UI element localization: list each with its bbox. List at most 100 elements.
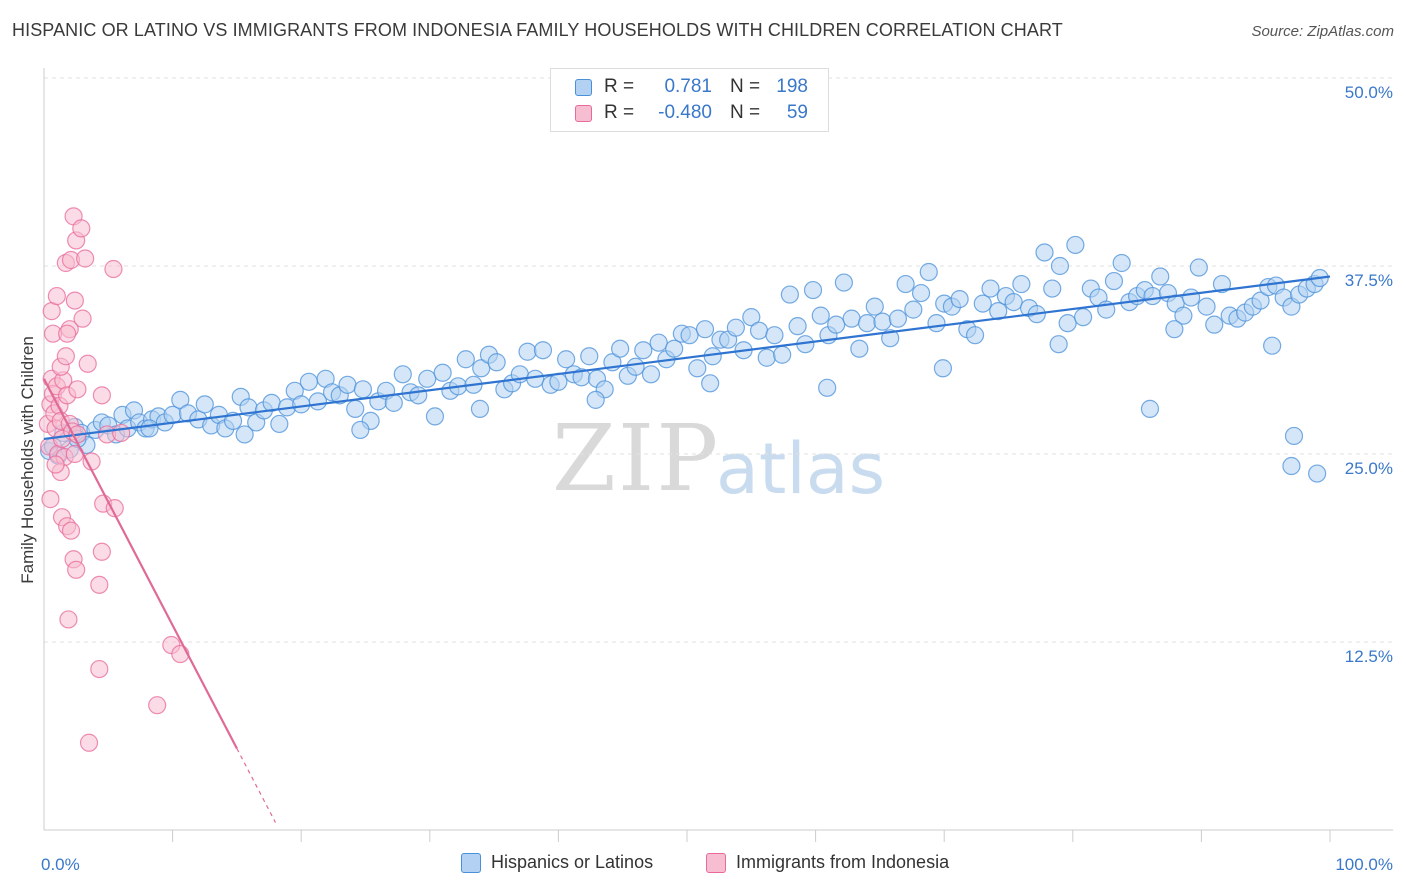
indonesia-point [61, 521, 81, 540]
hispanic-point [1189, 258, 1208, 277]
hispanic-point [857, 314, 877, 333]
hispanic-point [1066, 235, 1085, 255]
hispanic-point [911, 283, 931, 303]
indonesia-point [92, 386, 111, 405]
hispanic-point [919, 262, 938, 282]
hispanic-point [418, 369, 437, 388]
hispanic-point [1043, 279, 1062, 298]
y-tick-label: 50.0% [1345, 83, 1393, 102]
indonesia-point [65, 291, 84, 310]
hispanic-point [1197, 297, 1216, 316]
hispanic-point [433, 363, 452, 382]
indonesia-point [79, 733, 99, 752]
indonesia-point [90, 659, 109, 679]
hispanic-point [557, 350, 576, 369]
hispanic-point [1058, 314, 1077, 333]
stats-legend: R = 0.781 N = 198 R = -0.480 N = 59 [550, 68, 829, 132]
hispanic-point [353, 380, 373, 399]
indonesia-point [76, 249, 95, 268]
indonesia-point [58, 324, 77, 343]
hispanic-point [888, 309, 908, 328]
y-axis-label: Family Households with Children [18, 336, 37, 584]
hispanic-point [1165, 320, 1184, 339]
hispanic-point [1050, 256, 1070, 276]
hispanic-point [393, 365, 412, 384]
hispanic-point [927, 314, 946, 333]
hispanic-point [842, 309, 861, 328]
hispanic-point [981, 279, 1000, 298]
hispanic-point [487, 353, 506, 372]
indonesia-point [56, 347, 75, 366]
hispanic-point [235, 425, 254, 444]
hispanic-point [701, 374, 720, 393]
hispanic-point [409, 386, 428, 405]
indonesia-point [73, 309, 92, 328]
hispanic-point [292, 395, 311, 414]
hispanic-point [549, 372, 568, 391]
hispanic-point [1112, 253, 1131, 273]
indonesia-trend-line [43, 378, 238, 750]
hispanic-point [140, 419, 159, 438]
y-tick-label: 12.5% [1345, 647, 1393, 666]
hispanic-point [1205, 315, 1224, 334]
hispanic-point [1182, 288, 1201, 307]
hispanic-point [634, 341, 653, 360]
r-value: 0.781 [664, 76, 712, 97]
hispanic-point [1143, 286, 1162, 306]
stats-row-hispanic: R = 0.781 N = 198 [575, 75, 808, 99]
legend-label-indonesia: Immigrants from Indonesia [736, 852, 950, 872]
indonesia-point [47, 286, 66, 306]
x-tick-label: 100.0% [1335, 855, 1393, 874]
hispanic-point [896, 274, 915, 294]
legend-item-indonesia: Immigrants from Indonesia [706, 852, 949, 873]
legend-item-hispanic: Hispanics or Latinos [461, 852, 653, 873]
hispanic-point [834, 273, 853, 292]
hispanic-trend-line [43, 275, 1331, 441]
hispanic-point [626, 357, 645, 376]
hispanic-point [270, 414, 289, 434]
hispanic-point [688, 359, 707, 378]
hispanic-point [749, 321, 769, 340]
x-tick-label: 0.0% [41, 855, 80, 874]
r-label: R = [604, 102, 635, 123]
hispanic-point [827, 315, 846, 334]
indonesia-point [72, 219, 91, 238]
hispanic-point [163, 405, 182, 424]
hispanic-point [518, 342, 537, 361]
hispanic-point [346, 399, 365, 418]
indonesia-point [90, 575, 109, 594]
hispanic-point [470, 399, 490, 418]
watermark-atlas: atlas [716, 428, 886, 510]
n-label: N = [730, 102, 761, 123]
hispanic-point [1140, 399, 1160, 418]
hispanic-point [1151, 267, 1170, 286]
stats-row-indonesia: R = -0.480 N = 59 [575, 101, 808, 125]
pink-square-icon [706, 852, 726, 873]
hispanic-point [649, 333, 668, 352]
hispanic-point [641, 365, 661, 384]
hispanic-point [757, 348, 776, 367]
hispanic-point [526, 369, 545, 388]
hispanic-point [472, 359, 491, 378]
blue-square-icon [461, 852, 481, 873]
hispanic-point [456, 350, 475, 369]
n-value: 59 [786, 102, 808, 123]
hispanic-point [788, 317, 807, 336]
hispanic-point [680, 326, 699, 345]
hispanic-point [933, 359, 953, 378]
hispanic-point [1004, 292, 1023, 312]
indonesia-point [78, 354, 97, 373]
hispanic-point [873, 312, 892, 331]
indonesia-point [67, 560, 86, 579]
hispanic-point [726, 318, 745, 337]
hispanic-point [1073, 308, 1093, 327]
y-tick-label: 37.5% [1345, 271, 1393, 290]
indonesia-point [148, 696, 167, 715]
indonesia-point [104, 259, 123, 279]
hispanic-point [1251, 291, 1270, 310]
indonesia-point [171, 644, 190, 664]
hispanic-point [989, 302, 1008, 321]
hispanic-point [1174, 306, 1193, 325]
hispanic-point [904, 300, 923, 319]
